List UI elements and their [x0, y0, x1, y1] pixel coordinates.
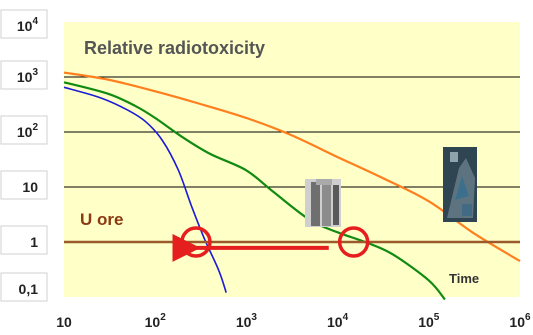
fuel-assembly-image [305, 179, 341, 227]
y-tick-box [0, 115, 48, 145]
y-tick-label: 10 [22, 179, 38, 195]
x-tick-label: 104 [327, 312, 349, 330]
x-tick-label: 10 [56, 314, 72, 330]
data-series [63, 71, 521, 301]
y-tick-box [0, 225, 48, 255]
u-ore-label: U ore [80, 210, 123, 229]
y-axis-tick-boxes [0, 9, 48, 302]
y-tick-box [0, 60, 48, 90]
x-tick-label: 103 [236, 312, 258, 330]
y-tick-label: 1 [30, 234, 38, 250]
series-line [63, 71, 521, 263]
y-tick-box [0, 9, 48, 39]
chart-title: Relative radiotoxicity [84, 38, 265, 58]
x-tick-label: 102 [145, 312, 167, 330]
series-line [63, 81, 446, 301]
y-tick-box [0, 170, 48, 200]
series-line [63, 86, 227, 293]
y-tick-label: 0,1 [19, 281, 39, 297]
x-axis-tick-labels: 10 102 103 104 105 106 [56, 312, 531, 330]
y-tick-box [0, 272, 48, 302]
x-tick-label: 106 [509, 312, 531, 330]
repository-image [443, 147, 477, 222]
intersection-marker [337, 226, 370, 258]
intersection-marker [180, 226, 212, 258]
x-axis-label: Time [449, 271, 479, 286]
intersection-markers [180, 226, 370, 258]
illustrations [305, 147, 477, 227]
x-tick-label: 105 [418, 312, 440, 330]
